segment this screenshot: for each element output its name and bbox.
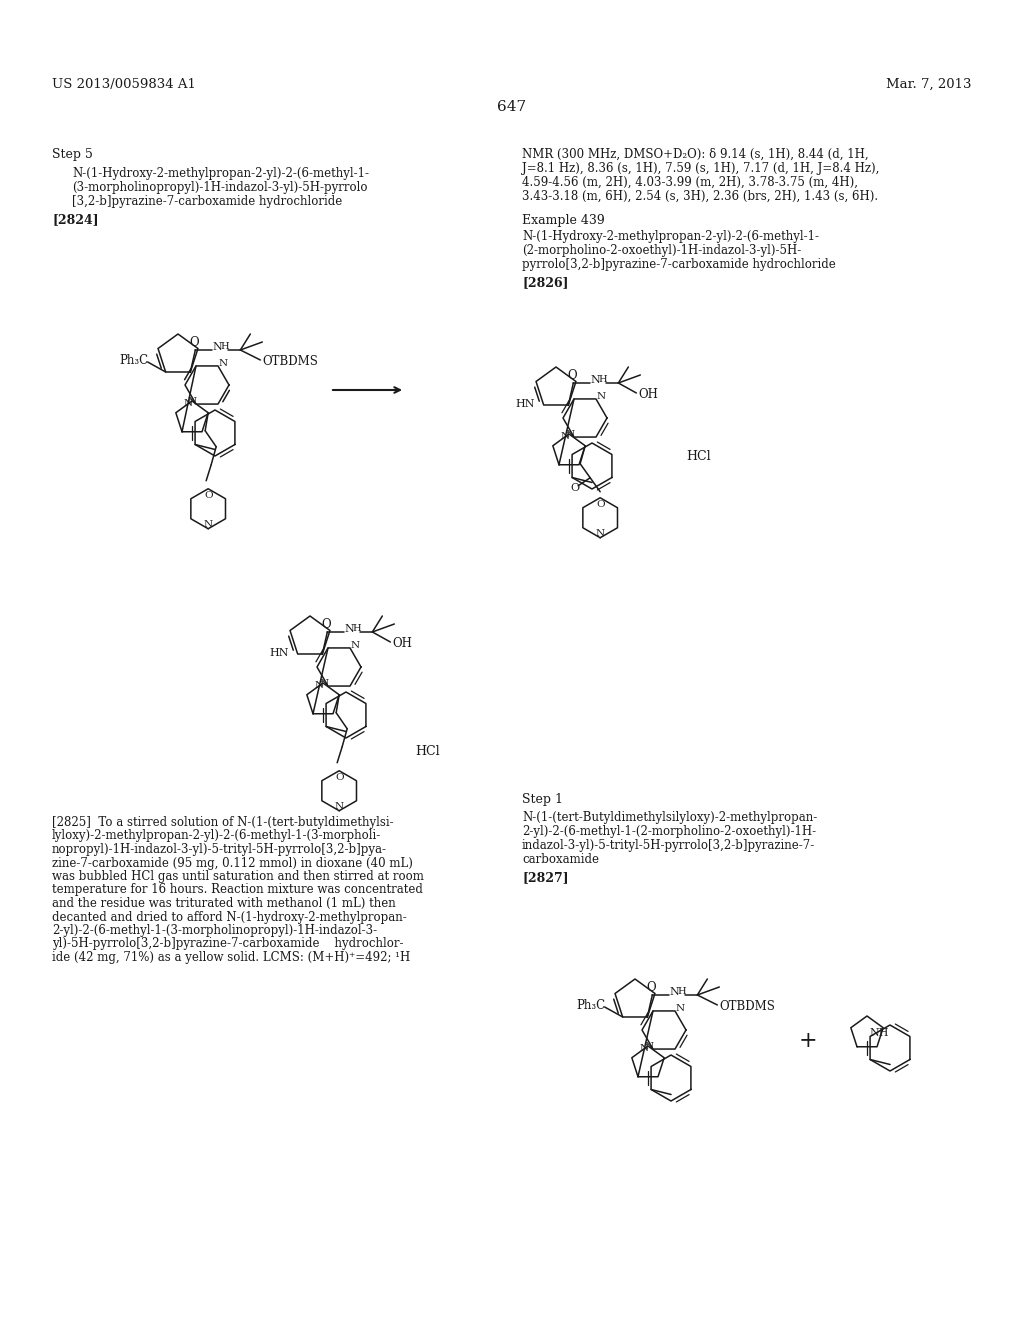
Text: 2-yl)-2-(6-methyl-1-(2-morpholino-2-oxoethyl)-1H-: 2-yl)-2-(6-methyl-1-(2-morpholino-2-oxoe… — [522, 825, 816, 838]
Text: N: N — [219, 359, 228, 368]
Text: indazol-3-yl)-5-trityl-5H-pyrrolo[3,2-b]pyrazine-7-: indazol-3-yl)-5-trityl-5H-pyrrolo[3,2-b]… — [522, 840, 815, 851]
Text: HN: HN — [269, 648, 289, 657]
Text: NH: NH — [869, 1028, 889, 1038]
Text: O: O — [335, 772, 344, 781]
Text: O: O — [570, 483, 580, 492]
Text: (3-morpholinopropyl)-1H-indazol-3-yl)-5H-pyrrolo: (3-morpholinopropyl)-1H-indazol-3-yl)-5H… — [72, 181, 368, 194]
Text: decanted and dried to afford N-(1-hydroxy-2-methylpropan-: decanted and dried to afford N-(1-hydrox… — [52, 911, 407, 924]
Text: N: N — [591, 375, 600, 385]
Text: yl)-5H-pyrrolo[3,2-b]pyrazine-7-carboxamide    hydrochlor-: yl)-5H-pyrrolo[3,2-b]pyrazine-7-carboxam… — [52, 937, 403, 950]
Text: [2825]  To a stirred solution of N-(1-(tert-butyldimethylsi-: [2825] To a stirred solution of N-(1-(te… — [52, 816, 393, 829]
Text: 3.43-3.18 (m, 6H), 2.54 (s, 3H), 2.36 (brs, 2H), 1.43 (s, 6H).: 3.43-3.18 (m, 6H), 2.54 (s, 3H), 2.36 (b… — [522, 190, 879, 203]
Text: Ph₃C: Ph₃C — [120, 354, 148, 367]
Text: OTBDMS: OTBDMS — [262, 355, 318, 368]
Text: 2-yl)-2-(6-methyl-1-(3-morpholinopropyl)-1H-indazol-3-: 2-yl)-2-(6-methyl-1-(3-morpholinopropyl)… — [52, 924, 377, 937]
Text: H: H — [677, 987, 686, 997]
Text: N: N — [184, 399, 194, 408]
Text: N-(1-Hydroxy-2-methylpropan-2-yl)-2-(6-methyl-1-: N-(1-Hydroxy-2-methylpropan-2-yl)-2-(6-m… — [72, 168, 369, 180]
Text: N: N — [319, 678, 329, 688]
Text: N: N — [561, 432, 570, 441]
Text: and the residue was triturated with methanol (1 mL) then: and the residue was triturated with meth… — [52, 898, 395, 909]
Text: 4.59-4.56 (m, 2H), 4.03-3.99 (m, 2H), 3.78-3.75 (m, 4H),: 4.59-4.56 (m, 2H), 4.03-3.99 (m, 2H), 3.… — [522, 176, 858, 189]
Text: O: O — [189, 337, 199, 348]
Text: +: + — [799, 1030, 817, 1052]
Text: N: N — [212, 342, 222, 352]
Text: O: O — [322, 618, 331, 631]
Text: zine-7-carboxamide (95 mg, 0.112 mmol) in dioxane (40 mL): zine-7-carboxamide (95 mg, 0.112 mmol) i… — [52, 857, 413, 870]
Text: N: N — [597, 392, 606, 401]
Text: N-(1-(tert-Butyldimethylsilyloxy)-2-methylpropan-: N-(1-(tert-Butyldimethylsilyloxy)-2-meth… — [522, 810, 817, 824]
Text: N: N — [203, 520, 212, 529]
Text: N: N — [566, 430, 575, 440]
Text: J=8.1 Hz), 8.36 (s, 1H), 7.59 (s, 1H), 7.17 (d, 1H, J=8.4 Hz),: J=8.1 Hz), 8.36 (s, 1H), 7.59 (s, 1H), 7… — [522, 162, 880, 176]
Text: O: O — [567, 370, 578, 381]
Text: OH: OH — [392, 638, 413, 649]
Text: 647: 647 — [498, 100, 526, 114]
Text: was bubbled HCl gas until saturation and then stirred at room: was bubbled HCl gas until saturation and… — [52, 870, 424, 883]
Text: N-(1-Hydroxy-2-methylpropan-2-yl)-2-(6-methyl-1-: N-(1-Hydroxy-2-methylpropan-2-yl)-2-(6-m… — [522, 230, 819, 243]
Text: N: N — [351, 642, 360, 649]
Text: Ph₃C: Ph₃C — [577, 999, 606, 1012]
Text: N: N — [334, 801, 343, 810]
Text: N: N — [640, 1044, 649, 1053]
Text: HCl: HCl — [686, 450, 711, 463]
Text: O: O — [646, 981, 656, 994]
Text: HCl: HCl — [415, 744, 439, 758]
Text: Step 1: Step 1 — [522, 793, 563, 807]
Text: US 2013/0059834 A1: US 2013/0059834 A1 — [52, 78, 196, 91]
Text: temperature for 16 hours. Reaction mixture was concentrated: temperature for 16 hours. Reaction mixtu… — [52, 883, 423, 896]
Text: nopropyl)-1H-indazol-3-yl)-5-trityl-5H-pyrrolo[3,2-b]pya-: nopropyl)-1H-indazol-3-yl)-5-trityl-5H-p… — [52, 843, 387, 855]
Text: H: H — [220, 342, 229, 351]
Text: OH: OH — [638, 388, 658, 401]
Text: OTBDMS: OTBDMS — [719, 1001, 775, 1012]
Text: N: N — [595, 529, 604, 537]
Text: N: N — [188, 397, 198, 407]
Text: lyloxy)-2-methylpropan-2-yl)-2-(6-methyl-1-(3-morpholi-: lyloxy)-2-methylpropan-2-yl)-2-(6-methyl… — [52, 829, 381, 842]
Text: O: O — [204, 491, 213, 500]
Text: carboxamide: carboxamide — [522, 853, 599, 866]
Text: N: N — [645, 1041, 654, 1051]
Text: O: O — [596, 500, 605, 508]
Text: N: N — [344, 624, 354, 634]
Text: [2826]: [2826] — [522, 276, 568, 289]
Text: N: N — [676, 1005, 685, 1012]
Text: ide (42 mg, 71%) as a yellow solid. LCMS: (M+H)⁺=492; ¹H: ide (42 mg, 71%) as a yellow solid. LCMS… — [52, 950, 411, 964]
Text: N: N — [315, 681, 325, 690]
Text: HN: HN — [516, 399, 536, 409]
Text: Example 439: Example 439 — [522, 214, 605, 227]
Text: [3,2-b]pyrazine-7-carboxamide hydrochloride: [3,2-b]pyrazine-7-carboxamide hydrochlor… — [72, 195, 342, 209]
Text: pyrrolo[3,2-b]pyrazine-7-carboxamide hydrochloride: pyrrolo[3,2-b]pyrazine-7-carboxamide hyd… — [522, 257, 836, 271]
Text: H: H — [352, 624, 361, 634]
Text: (2-morpholino-2-oxoethyl)-1H-indazol-3-yl)-5H-: (2-morpholino-2-oxoethyl)-1H-indazol-3-y… — [522, 244, 801, 257]
Text: [2827]: [2827] — [522, 871, 568, 884]
Text: Mar. 7, 2013: Mar. 7, 2013 — [887, 78, 972, 91]
Text: NMR (300 MHz, DMSO+D₂O): δ 9.14 (s, 1H), 8.44 (d, 1H,: NMR (300 MHz, DMSO+D₂O): δ 9.14 (s, 1H),… — [522, 148, 868, 161]
Text: H: H — [598, 375, 607, 384]
Text: N: N — [670, 987, 679, 997]
Text: [2824]: [2824] — [52, 213, 98, 226]
Text: Step 5: Step 5 — [52, 148, 93, 161]
